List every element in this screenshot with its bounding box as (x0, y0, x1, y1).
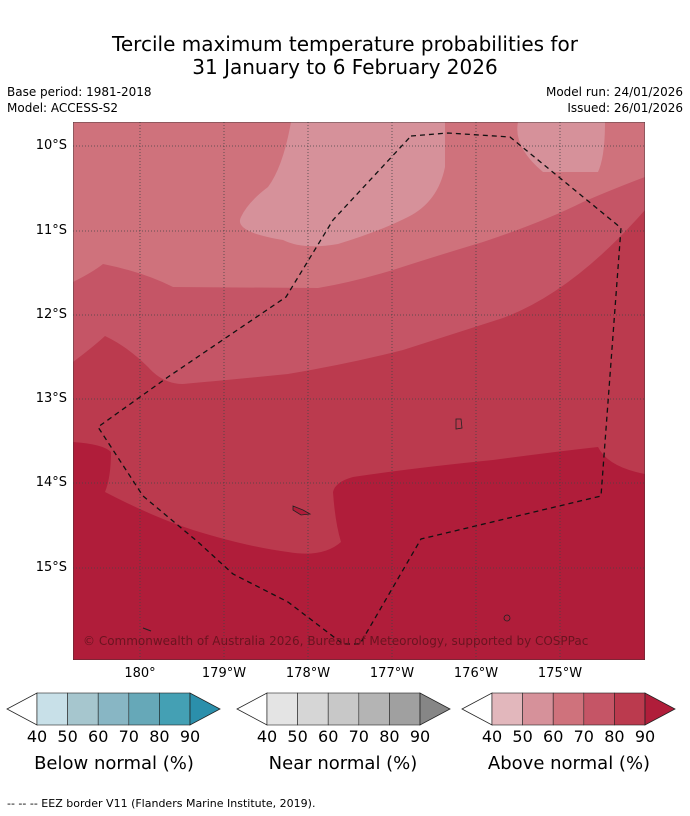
tick-label: 70 (348, 727, 369, 746)
tick-label: 50 (57, 727, 78, 746)
colorbar-bin (358, 692, 390, 726)
issued-label: Issued: 26/01/2026 (567, 101, 683, 115)
model-label: Model: ACCESS-S2 (7, 101, 119, 115)
tick-label: 90 (409, 727, 431, 746)
colorbar-arrow-low (461, 692, 493, 726)
colorbar-bin (128, 692, 160, 726)
colorbar-near-normal (236, 692, 451, 726)
island-southeast (503, 614, 511, 622)
region-light-northeast (517, 122, 605, 172)
lat-label-15s: 15°S (35, 560, 67, 575)
colorbar-bin (67, 692, 99, 726)
chart-title-line2: 31 January to 6 February 2026 (192, 55, 498, 79)
colorbar-bin (36, 692, 68, 726)
tick-label: 70 (118, 727, 139, 746)
colorbar-bin (327, 692, 360, 726)
lon-label-178w: 178°W (285, 666, 331, 681)
tick-label: 90 (179, 727, 201, 746)
base-period-label: Base period: 1981-2018 (7, 85, 152, 99)
lat-label-14s: 14°S (35, 475, 67, 490)
lon-label-175w: 175°W (537, 666, 583, 681)
colorbar-bin (522, 692, 554, 726)
tick-label: 40 (26, 727, 48, 746)
lon-label-179w: 179°W (201, 666, 247, 681)
colorbar-arrow-low (236, 692, 268, 726)
lat-label-13s: 13°S (35, 391, 67, 406)
probability-map: © Commonwealth of Australia 2026, Bureau… (73, 122, 645, 660)
lat-label-11s: 11°S (35, 223, 67, 238)
lon-label-177w: 177°W (369, 666, 415, 681)
colorbar-above-normal (461, 692, 676, 726)
colorbar-bin (266, 692, 298, 726)
tick-label: 80 (604, 727, 625, 746)
region-light-north (239, 122, 445, 247)
colorbar-label-above: Above normal (%) (487, 753, 651, 774)
island-south (292, 505, 312, 516)
lat-label-12s: 12°S (35, 307, 67, 322)
footnote: -- -- -- EEZ border V11 (Flanders Marine… (7, 797, 316, 810)
eez-border (97, 132, 622, 645)
tick-label: 70 (573, 727, 594, 746)
colorbar-bin (97, 692, 130, 726)
tick-label: 80 (149, 727, 170, 746)
colorbar-bin (491, 692, 523, 726)
colorbar-bin (389, 692, 421, 726)
colorbar-bin (552, 692, 585, 726)
island-southwest (142, 627, 152, 632)
tick-label: 80 (379, 727, 400, 746)
tick-label: 60 (318, 727, 339, 746)
tick-label: 90 (634, 727, 656, 746)
colorbar-bin (159, 692, 191, 726)
colorbar-label-near: Near normal (%) (268, 753, 418, 774)
colorbar-bin (583, 692, 615, 726)
model-run-label: Model run: 24/01/2026 (545, 85, 683, 99)
colorbar-arrow-low (6, 692, 38, 726)
tick-label: 40 (256, 727, 278, 746)
colorbar-below-normal (6, 692, 221, 726)
tick-label: 60 (88, 727, 109, 746)
colorbar-arrow-high (644, 692, 676, 726)
tick-label: 50 (512, 727, 533, 746)
lon-label-180: 180° (124, 666, 156, 681)
tick-label: 40 (481, 727, 503, 746)
colorbar-arrow-high (189, 692, 221, 726)
colorbar-arrow-high (419, 692, 451, 726)
tick-label: 60 (543, 727, 564, 746)
lat-label-10s: 10°S (35, 138, 67, 153)
island-east (455, 418, 463, 430)
colorbar-bin (297, 692, 329, 726)
lon-label-176w: 176°W (453, 666, 499, 681)
colorbar-label-below: Below normal (%) (34, 753, 194, 774)
region-90pct (73, 442, 645, 660)
colorbar-bin (614, 692, 646, 726)
copyright-text: © Commonwealth of Australia 2026, Bureau… (83, 634, 588, 648)
tick-label: 50 (287, 727, 308, 746)
gridlines (73, 122, 645, 660)
chart-title-line1: Tercile maximum temperature probabilitie… (112, 32, 578, 56)
